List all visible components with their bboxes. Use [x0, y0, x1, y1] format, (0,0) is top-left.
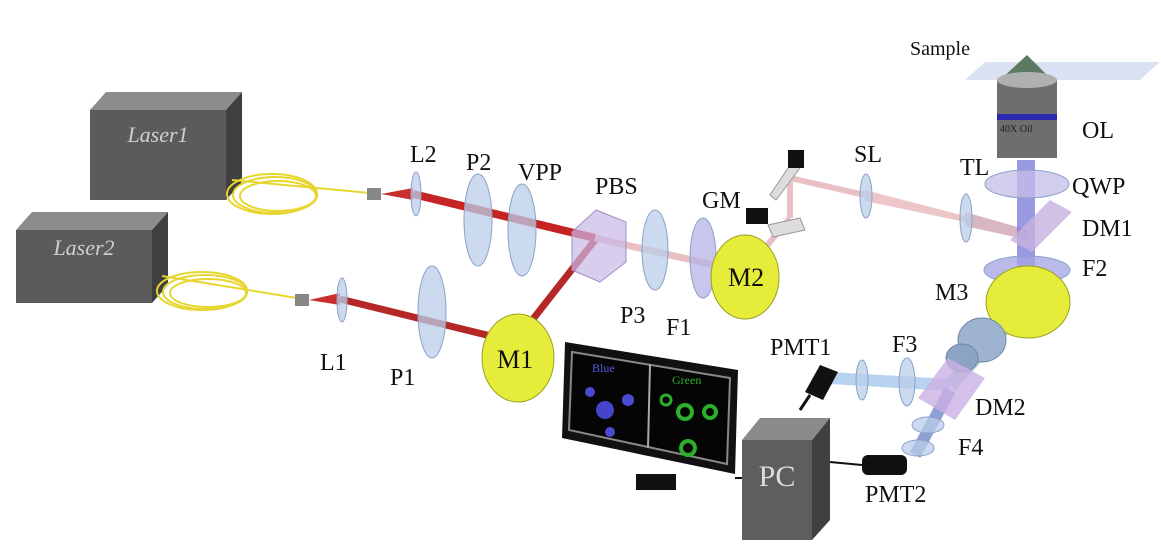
label: PMT2 [865, 482, 926, 508]
polarizer-p3 [642, 210, 668, 290]
label: P1 [390, 365, 415, 391]
pmt2 [830, 455, 907, 475]
label: P3 [620, 303, 645, 329]
label: M1 [497, 345, 533, 374]
objective-mark: 40X Oil [1000, 124, 1033, 135]
label: L1 [320, 350, 347, 376]
laser1-label: Laser1 [126, 122, 188, 147]
pbs [572, 210, 626, 282]
vpp [508, 184, 536, 276]
filter-f4 [912, 417, 944, 433]
label: PMT1 [770, 335, 831, 361]
label: Sample [910, 38, 970, 60]
qwp [985, 170, 1069, 198]
laser2-label: Laser2 [52, 235, 114, 260]
pc-label: PC [759, 460, 796, 493]
label: GM [702, 188, 741, 214]
pmt1 [800, 365, 838, 410]
monitor [562, 342, 738, 490]
label: SL [854, 142, 882, 168]
label: VPP [518, 160, 562, 186]
label: F2 [1082, 256, 1107, 282]
collimator [295, 294, 309, 306]
label: DM1 [1082, 216, 1133, 242]
objective [965, 55, 1160, 158]
polarizer-p1 [418, 266, 446, 358]
label: DM2 [975, 395, 1026, 421]
polarizer-p2 [464, 174, 492, 266]
label: M2 [728, 263, 764, 292]
lens-pmt2 [902, 440, 934, 456]
label: QWP [1072, 174, 1125, 200]
label: F4 [958, 435, 983, 461]
blue-label: Blue [592, 361, 615, 375]
lens-l2 [411, 172, 421, 216]
green-label: Green [672, 373, 701, 387]
lens-pmt1 [856, 360, 868, 400]
label: L2 [410, 142, 437, 168]
filter-f3 [899, 358, 915, 406]
tube-lens [960, 194, 972, 242]
label: M3 [935, 280, 968, 306]
label: P2 [466, 150, 491, 176]
lens-l1 [337, 278, 347, 322]
label: TL [960, 155, 989, 181]
scan-lens [860, 174, 872, 218]
label: F3 [892, 332, 917, 358]
label: F1 [666, 315, 691, 341]
label: PBS [595, 174, 638, 200]
collimator [367, 188, 381, 200]
optical-setup: Laser1 Laser2 [0, 0, 1161, 549]
label: OL [1082, 118, 1114, 144]
galvo-mirror [746, 150, 805, 237]
